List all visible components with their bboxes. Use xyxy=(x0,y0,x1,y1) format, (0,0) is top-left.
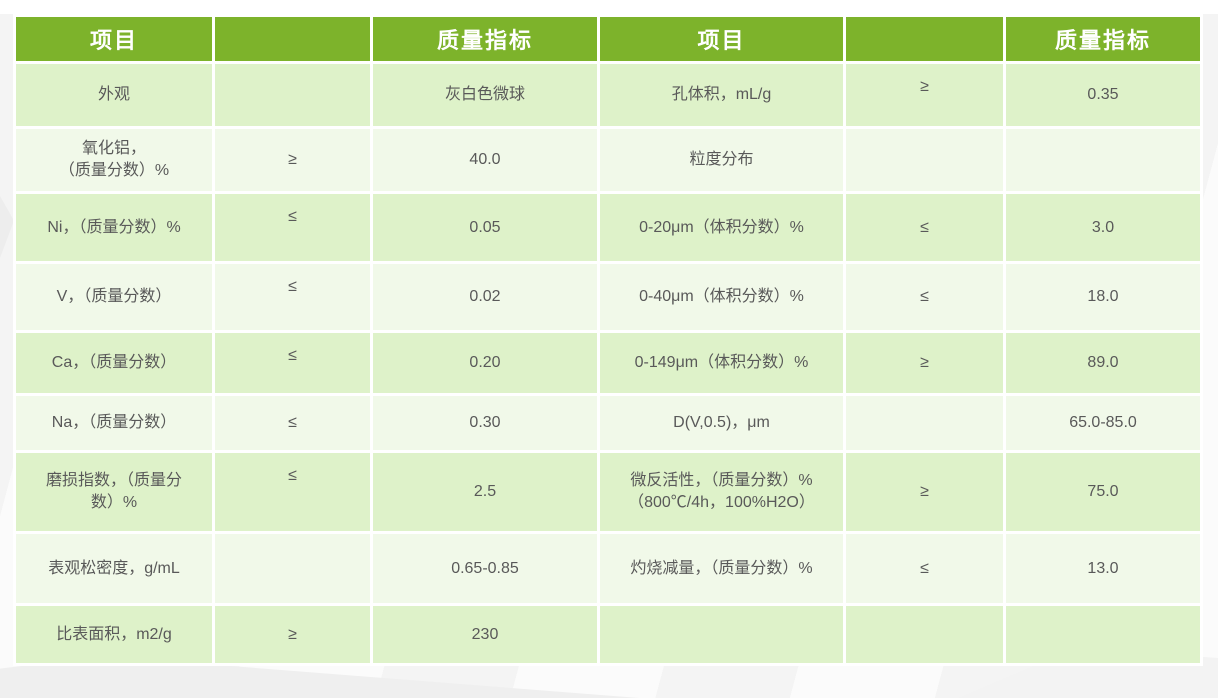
item-cell: V，（质量分数） xyxy=(16,264,212,330)
header-cell-operator-right xyxy=(846,17,1003,61)
table-row: 比表面积，m2/g ≥ 230 xyxy=(16,606,1200,663)
table-row: 氧化铝， （质量分数）% ≥ 40.0 粒度分布 xyxy=(16,129,1200,191)
operator-cell: ≤ xyxy=(846,264,1003,330)
table-header-row: 项目 质量指标 项目 质量指标 xyxy=(16,17,1200,61)
value-cell: 2.5 xyxy=(373,453,597,531)
item-cell: 外观 xyxy=(16,64,212,126)
item-cell: 比表面积，m2/g xyxy=(16,606,212,663)
operator-cell: ≤ xyxy=(215,396,370,450)
operator-cell xyxy=(846,396,1003,450)
operator-cell xyxy=(846,606,1003,663)
operator-cell: ≤ xyxy=(215,194,370,261)
value-cell: 0.02 xyxy=(373,264,597,330)
item-cell: 微反活性，（质量分数）% （800℃/4h，100%H2O） xyxy=(600,453,843,531)
value-cell: 0.65-0.85 xyxy=(373,534,597,603)
item-cell: 灼烧减量，（质量分数）% xyxy=(600,534,843,603)
item-cell: Na，（质量分数） xyxy=(16,396,212,450)
operator-cell: ≤ xyxy=(215,453,370,531)
item-cell: 孔体积，mL/g xyxy=(600,64,843,126)
header-cell-item-right: 项目 xyxy=(600,17,843,61)
value-cell: 13.0 xyxy=(1006,534,1200,603)
operator-cell xyxy=(215,534,370,603)
operator-cell: ≥ xyxy=(215,606,370,663)
value-cell: 18.0 xyxy=(1006,264,1200,330)
value-cell: 65.0-85.0 xyxy=(1006,396,1200,450)
table-row: Na，（质量分数） ≤ 0.30 D(V,0.5)，μm 65.0-85.0 xyxy=(16,396,1200,450)
item-cell xyxy=(600,606,843,663)
value-cell: 230 xyxy=(373,606,597,663)
header-cell-spec-right: 质量指标 xyxy=(1006,17,1200,61)
header-cell-operator-left xyxy=(215,17,370,61)
header-cell-item-left: 项目 xyxy=(16,17,212,61)
operator-cell: ≤ xyxy=(215,333,370,393)
operator-cell: ≤ xyxy=(846,194,1003,261)
header-cell-spec-left: 质量指标 xyxy=(373,17,597,61)
value-cell: 灰白色微球 xyxy=(373,64,597,126)
operator-cell: ≥ xyxy=(215,129,370,191)
operator-cell: ≥ xyxy=(846,64,1003,126)
item-cell: Ca，（质量分数） xyxy=(16,333,212,393)
operator-cell xyxy=(215,64,370,126)
value-cell: 3.0 xyxy=(1006,194,1200,261)
table-row: 表观松密度，g/mL 0.65-0.85 灼烧减量，（质量分数）% ≤ 13.0 xyxy=(16,534,1200,603)
value-cell: 0.05 xyxy=(373,194,597,261)
item-cell: D(V,0.5)，μm xyxy=(600,396,843,450)
value-cell: 0.35 xyxy=(1006,64,1200,126)
item-cell: 表观松密度，g/mL xyxy=(16,534,212,603)
value-cell: 0.20 xyxy=(373,333,597,393)
value-cell xyxy=(1006,606,1200,663)
item-cell: 0-40μm（体积分数）% xyxy=(600,264,843,330)
item-cell: 磨损指数，（质量分 数）% xyxy=(16,453,212,531)
value-cell xyxy=(1006,129,1200,191)
quality-spec-table: 项目 质量指标 项目 质量指标 外观 灰白色微球 孔体积，mL/g ≥ 0.35… xyxy=(13,14,1203,666)
operator-cell xyxy=(846,129,1003,191)
operator-cell: ≤ xyxy=(846,534,1003,603)
item-cell: 氧化铝， （质量分数）% xyxy=(16,129,212,191)
value-cell: 75.0 xyxy=(1006,453,1200,531)
item-cell: 粒度分布 xyxy=(600,129,843,191)
table-row: V，（质量分数） ≤ 0.02 0-40μm（体积分数）% ≤ 18.0 xyxy=(16,264,1200,330)
operator-cell: ≤ xyxy=(215,264,370,330)
table-row: Ca，（质量分数） ≤ 0.20 0-149μm（体积分数）% ≥ 89.0 xyxy=(16,333,1200,393)
item-cell: 0-20μm（体积分数）% xyxy=(600,194,843,261)
value-cell: 0.30 xyxy=(373,396,597,450)
table-row: 外观 灰白色微球 孔体积，mL/g ≥ 0.35 xyxy=(16,64,1200,126)
value-cell: 40.0 xyxy=(373,129,597,191)
table-row: 磨损指数，（质量分 数）% ≤ 2.5 微反活性，（质量分数）% （800℃/4… xyxy=(16,453,1200,531)
item-cell: Ni，（质量分数）% xyxy=(16,194,212,261)
table-row: Ni，（质量分数）% ≤ 0.05 0-20μm（体积分数）% ≤ 3.0 xyxy=(16,194,1200,261)
item-cell: 0-149μm（体积分数）% xyxy=(600,333,843,393)
operator-cell: ≥ xyxy=(846,333,1003,393)
operator-cell: ≥ xyxy=(846,453,1003,531)
value-cell: 89.0 xyxy=(1006,333,1200,393)
